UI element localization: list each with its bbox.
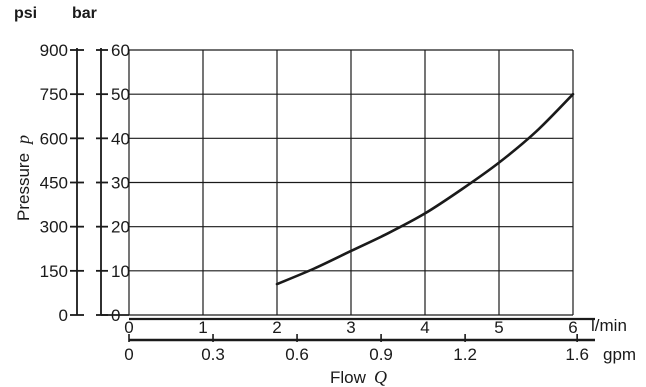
lpm-tick-label: 3 (346, 318, 355, 337)
gpm-tick-label: 1.2 (453, 345, 477, 364)
psi-tick-label: 750 (40, 85, 68, 104)
psi-tick-label: 0 (59, 306, 68, 325)
unit-bar-label: bar (72, 5, 97, 22)
lpm-tick-label: 1 (198, 318, 207, 337)
x-ticks-gpm: 0 0.3 0.6 0.9 1.2 1.6 (124, 334, 589, 364)
bar-tick-label: 30 (111, 174, 130, 193)
axes (76, 48, 595, 342)
lpm-tick-label: 5 (494, 318, 503, 337)
y-ticks-psi: 0 150 300 450 600 750 900 (40, 41, 84, 325)
unit-psi-label: psi (14, 5, 37, 22)
lpm-tick-label: 6 (568, 318, 577, 337)
bar-tick-label: 60 (111, 41, 130, 60)
x-ticks-lpm: 0 1 2 3 4 5 6 (124, 318, 577, 337)
bar-tick-label: 0 (111, 306, 120, 325)
bar-tick-label: 20 (111, 218, 130, 237)
lpm-tick-label: 4 (420, 318, 429, 337)
x-axis-symbol: Q (374, 367, 387, 387)
gpm-tick-label: 0 (124, 345, 133, 364)
psi-tick-label: 150 (40, 262, 68, 281)
series-line (275, 92, 575, 286)
psi-tick-label: 300 (40, 218, 68, 237)
y-axis-symbol: p (13, 135, 33, 146)
gpm-tick-label: 0.9 (369, 345, 393, 364)
y-axis-title: Pressure (14, 153, 33, 221)
psi-tick-label: 450 (40, 174, 68, 193)
gpm-tick-label: 0.3 (201, 345, 225, 364)
psi-tick-label: 600 (40, 129, 68, 148)
unit-gpm-label: gpm (603, 345, 636, 364)
y-ticks-bar: 0 10 20 30 40 50 60 (96, 41, 130, 325)
lpm-tick-label: 0 (124, 318, 133, 337)
gpm-tick-label: 1.6 (565, 345, 589, 364)
bar-tick-label: 40 (111, 129, 130, 148)
x-axis-title: Flow (330, 368, 367, 387)
unit-lpm-label: l/min (591, 316, 627, 335)
gpm-tick-label: 0.6 (285, 345, 309, 364)
grid (128, 49, 574, 316)
bar-tick-label: 10 (111, 262, 130, 281)
bar-tick-label: 50 (111, 85, 130, 104)
lpm-tick-label: 2 (272, 318, 281, 337)
psi-tick-label: 900 (40, 41, 68, 60)
